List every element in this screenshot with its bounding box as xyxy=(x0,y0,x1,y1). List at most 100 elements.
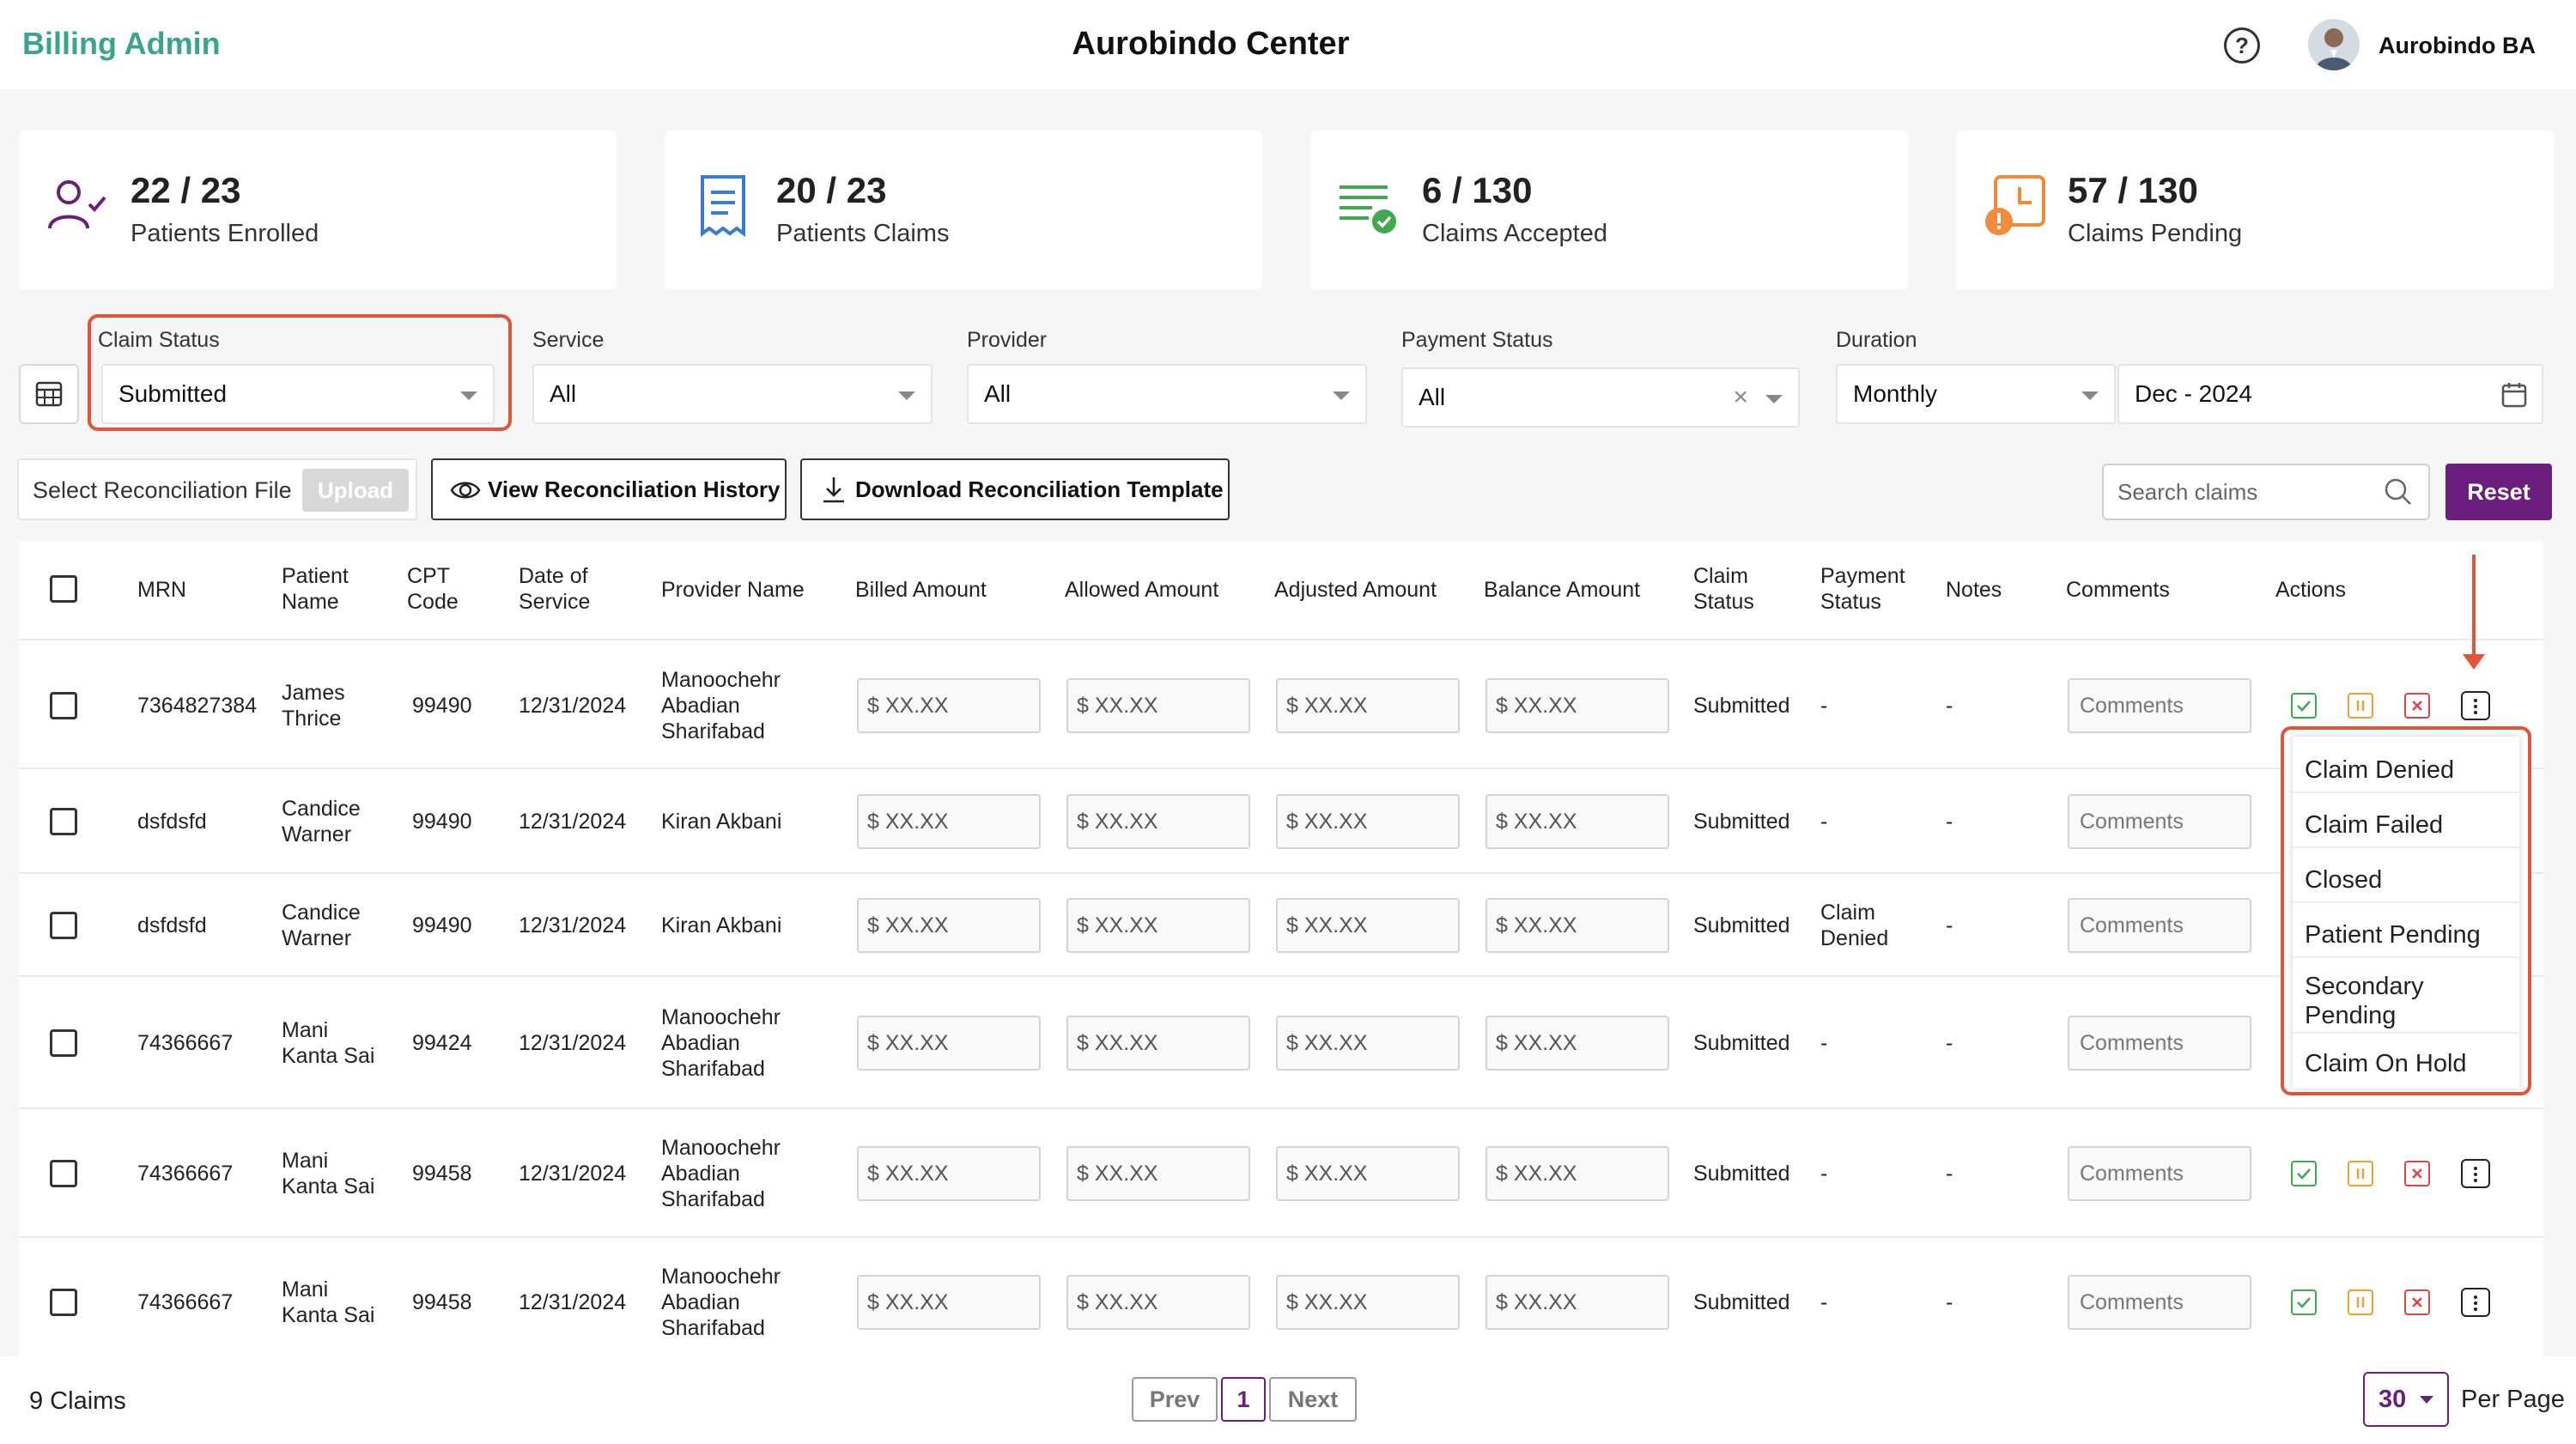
menu-item-claim-failed[interactable]: Claim Failed xyxy=(2293,800,2519,848)
prev-page-button[interactable]: Prev xyxy=(1132,1377,1218,1422)
comments-input[interactable]: Comments xyxy=(2068,1275,2251,1330)
claim-status-select[interactable]: Submitted xyxy=(101,364,495,424)
more-options-icon[interactable] xyxy=(2461,1159,2490,1188)
row-checkbox[interactable] xyxy=(50,1160,77,1187)
duration-select[interactable]: Monthly xyxy=(1836,364,2116,424)
billed-amount-input[interactable]: $ XX.XX xyxy=(857,794,1041,849)
more-options-icon[interactable] xyxy=(2461,1288,2490,1317)
adjusted-amount-input[interactable]: $ XX.XX xyxy=(1276,678,1460,733)
row-checkbox[interactable] xyxy=(50,692,77,719)
cell-cpt-code: 99458 xyxy=(412,1162,472,1186)
balance-amount-input[interactable]: $ XX.XX xyxy=(1485,898,1669,953)
brand-title[interactable]: Billing Admin xyxy=(22,26,221,61)
stat-value: 57 / 130 xyxy=(2068,170,2198,210)
billed-amount-input[interactable]: $ XX.XX xyxy=(857,898,1041,953)
search-icon[interactable] xyxy=(2384,477,2413,507)
cell-cpt-code: 99424 xyxy=(412,1031,472,1055)
per-page-select[interactable]: 30 xyxy=(2363,1372,2449,1427)
adjusted-amount-input[interactable]: $ XX.XX xyxy=(1276,1275,1460,1330)
user-name[interactable]: Aurobindo BA xyxy=(2379,33,2536,58)
accept-claim-icon[interactable] xyxy=(2291,693,2317,719)
comments-input[interactable]: Comments xyxy=(2068,898,2251,953)
hold-claim-icon[interactable] xyxy=(2348,1289,2373,1315)
billed-amount-input[interactable]: $ XX.XX xyxy=(857,678,1041,733)
cell-claim-status: Submitted xyxy=(1693,1031,1790,1055)
page-1-button[interactable]: 1 xyxy=(1221,1377,1266,1422)
cell-patient-name[interactable]: Mani Kanta Sai xyxy=(282,1149,375,1198)
adjusted-amount-input[interactable]: $ XX.XX xyxy=(1276,794,1460,849)
allowed-amount-input[interactable]: $ XX.XX xyxy=(1066,898,1250,953)
accept-claim-icon[interactable] xyxy=(2291,1289,2317,1315)
comments-input[interactable]: Comments xyxy=(2068,1146,2251,1201)
calendar-grid-icon xyxy=(35,381,63,407)
reject-claim-icon[interactable] xyxy=(2404,693,2430,719)
help-icon[interactable]: ? xyxy=(2224,27,2260,64)
comments-input[interactable]: Comments xyxy=(2068,1016,2251,1071)
billed-amount-input[interactable]: $ XX.XX xyxy=(857,1275,1041,1330)
hold-claim-icon[interactable] xyxy=(2348,1161,2373,1186)
adjusted-amount-input[interactable]: $ XX.XX xyxy=(1276,898,1460,953)
row-checkbox[interactable] xyxy=(50,1289,77,1316)
cell-patient-name[interactable]: Mani Kanta Sai xyxy=(282,1277,375,1327)
calendar-grid-button[interactable] xyxy=(19,364,79,424)
menu-item-closed[interactable]: Closed xyxy=(2293,855,2519,903)
allowed-amount-input[interactable]: $ XX.XX xyxy=(1066,1275,1250,1330)
hold-claim-icon[interactable] xyxy=(2348,693,2373,719)
billed-amount-input[interactable]: $ XX.XX xyxy=(857,1146,1041,1201)
stat-card-enrolled: 22 / 23 Patients Enrolled xyxy=(19,130,617,289)
cell-payment-status: - xyxy=(1820,694,1828,718)
reconciliation-file-picker[interactable]: Select Reconciliation File Upload xyxy=(17,458,417,520)
allowed-amount-input[interactable]: $ XX.XX xyxy=(1066,1016,1250,1071)
reject-claim-icon[interactable] xyxy=(2404,1289,2430,1315)
adjusted-amount-input[interactable]: $ XX.XX xyxy=(1276,1016,1460,1071)
cell-patient-name[interactable]: Mani Kanta Sai xyxy=(282,1018,375,1068)
menu-item-secondary-pending[interactable]: Secondary Pending xyxy=(2293,965,2519,1034)
payment-status-select[interactable]: All × xyxy=(1401,367,1800,428)
cell-patient-name[interactable]: Candice Warner xyxy=(282,797,361,846)
more-options-icon[interactable] xyxy=(2461,691,2490,720)
allowed-amount-input[interactable]: $ XX.XX xyxy=(1066,678,1250,733)
accept-claim-icon[interactable] xyxy=(2291,1161,2317,1186)
download-template-button[interactable]: Download Reconciliation Template xyxy=(800,458,1230,520)
comments-input[interactable]: Comments xyxy=(2068,794,2251,849)
allowed-amount-input[interactable]: $ XX.XX xyxy=(1066,1146,1250,1201)
chevron-down-icon xyxy=(1333,391,1350,400)
balance-amount-input[interactable]: $ XX.XX xyxy=(1485,794,1669,849)
search-claims-input[interactable]: Search claims xyxy=(2102,464,2430,520)
menu-item-patient-pending[interactable]: Patient Pending xyxy=(2293,910,2519,958)
clear-icon[interactable]: × xyxy=(1733,383,1748,411)
balance-amount-input[interactable]: $ XX.XX xyxy=(1485,1146,1669,1201)
select-all-checkbox[interactable] xyxy=(50,575,77,603)
row-checkbox[interactable] xyxy=(50,1029,77,1057)
cell-claim-status: Submitted xyxy=(1693,1162,1790,1186)
menu-item-claim-on-hold[interactable]: Claim On Hold xyxy=(2305,1050,2467,1077)
balance-amount-input[interactable]: $ XX.XX xyxy=(1485,678,1669,733)
service-select[interactable]: All xyxy=(532,364,933,424)
reject-claim-icon[interactable] xyxy=(2404,1161,2430,1186)
cell-mrn: 74366667 xyxy=(137,1290,234,1314)
header-date-of-service: Date of Service xyxy=(519,564,591,614)
per-page-label: Per Page xyxy=(2461,1386,2565,1413)
menu-item-claim-denied[interactable]: Claim Denied xyxy=(2293,745,2519,793)
cell-patient-name[interactable]: Candice Warner xyxy=(282,901,361,950)
balance-amount-input[interactable]: $ XX.XX xyxy=(1485,1016,1669,1071)
cell-patient-name[interactable]: James Thrice xyxy=(282,681,345,731)
billed-amount-input[interactable]: $ XX.XX xyxy=(857,1016,1041,1071)
avatar[interactable] xyxy=(2308,19,2360,70)
adjusted-amount-input[interactable]: $ XX.XX xyxy=(1276,1146,1460,1201)
row-divider xyxy=(19,872,2543,874)
month-picker[interactable]: Dec - 2024 xyxy=(2117,364,2543,424)
balance-amount-input[interactable]: $ XX.XX xyxy=(1485,1275,1669,1330)
allowed-amount-input[interactable]: $ XX.XX xyxy=(1066,794,1250,849)
reset-button[interactable]: Reset xyxy=(2445,464,2552,520)
comments-input[interactable]: Comments xyxy=(2068,678,2251,733)
row-checkbox[interactable] xyxy=(50,912,77,939)
cell-provider-name: Manoochehr Abadian Sharifabad xyxy=(661,668,781,743)
view-reconciliation-history-button[interactable]: View Reconciliation History xyxy=(431,458,787,520)
row-checkbox[interactable] xyxy=(50,808,77,835)
cell-notes: - xyxy=(1946,1031,1953,1055)
calendar-icon[interactable] xyxy=(2500,381,2528,409)
provider-select[interactable]: All xyxy=(967,364,1367,424)
upload-button[interactable]: Upload xyxy=(302,469,409,512)
next-page-button[interactable]: Next xyxy=(1269,1377,1357,1422)
